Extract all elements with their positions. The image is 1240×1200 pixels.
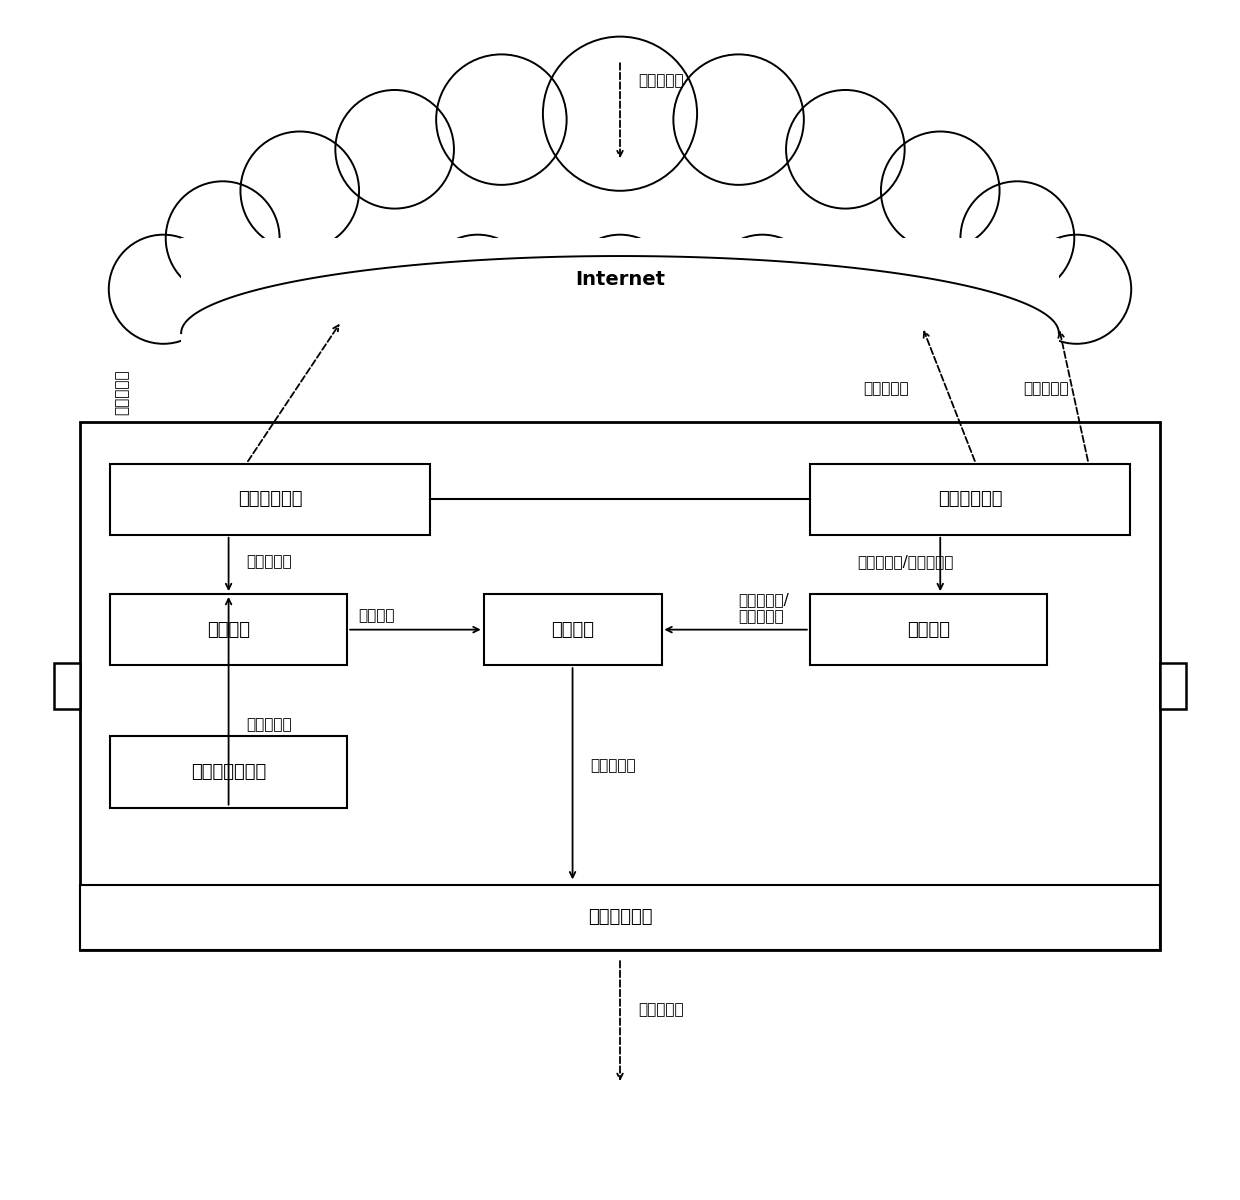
Text: 数据包生成模块: 数据包生成模块 [191,763,267,781]
Text: 用户数据包: 用户数据包 [637,73,683,88]
Text: 第一通信接口: 第一通信接口 [588,908,652,926]
FancyBboxPatch shape [484,594,661,665]
Circle shape [109,235,218,344]
Circle shape [335,90,454,209]
Text: 测试数据包: 测试数据包 [114,370,129,415]
Circle shape [708,235,817,344]
Circle shape [565,235,675,344]
Ellipse shape [217,262,1023,404]
Text: 第二通信接口: 第二通信接口 [937,490,1002,508]
Text: 测试数据包: 测试数据包 [247,718,291,732]
FancyBboxPatch shape [810,463,1130,535]
Text: 测试数据包: 测试数据包 [863,382,909,396]
FancyBboxPatch shape [81,422,1159,950]
Text: 测试数据包/
用户数据包: 测试数据包/ 用户数据包 [739,592,790,624]
Text: 用户数据包: 用户数据包 [1023,382,1069,396]
Text: 测试数据包/用户数据包: 测试数据包/用户数据包 [857,554,954,570]
Text: 发送时间: 发送时间 [358,608,396,623]
Circle shape [423,235,532,344]
Text: 第三通信接口: 第三通信接口 [238,490,303,508]
FancyBboxPatch shape [55,664,81,708]
Circle shape [241,132,360,250]
Circle shape [543,36,697,191]
Circle shape [436,54,567,185]
FancyBboxPatch shape [1159,664,1185,708]
Circle shape [166,181,279,295]
FancyBboxPatch shape [181,239,1059,344]
Circle shape [673,54,804,185]
Circle shape [880,132,999,250]
FancyBboxPatch shape [110,737,347,808]
Circle shape [961,181,1074,295]
Text: 发送模块: 发送模块 [207,620,250,638]
Text: 接收模块: 接收模块 [906,620,950,638]
Text: 用户数据包: 用户数据包 [590,758,636,774]
FancyBboxPatch shape [81,884,1159,950]
Circle shape [786,90,905,209]
Text: 测试数据包: 测试数据包 [247,554,291,570]
Circle shape [1022,235,1131,344]
Text: 用户数据包: 用户数据包 [637,1002,683,1016]
FancyBboxPatch shape [810,594,1047,665]
FancyBboxPatch shape [110,463,430,535]
Text: 处理模块: 处理模块 [551,620,594,638]
Text: Internet: Internet [575,270,665,289]
FancyBboxPatch shape [110,594,347,665]
